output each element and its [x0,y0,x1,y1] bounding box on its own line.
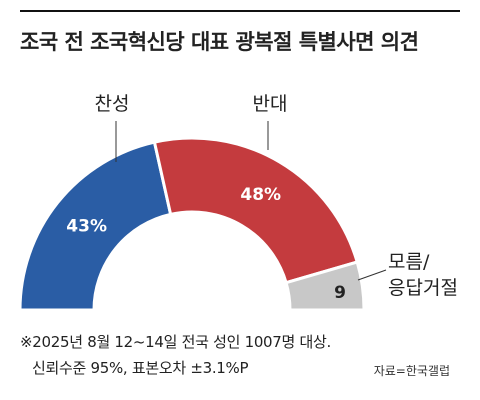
footnote-line-2: 신뢰수준 95%, 표본오차 ±3.1%P [32,359,249,377]
source-note: 자료=한국갤럽 [373,364,450,378]
category-label-against: 반대 [253,93,288,115]
segment-against [152,136,360,285]
value-label-undecided: 9 [334,283,346,303]
value-label-against: 48% [240,185,281,205]
leader-line-undecided [357,269,387,281]
category-label-for: 찬성 [95,93,130,115]
category-label-undecided: 모름/응답거절 [388,251,458,299]
segment-for [18,140,173,312]
chart-title: 조국 전 조국혁신당 대표 광복절 특별사면 의견 [20,30,419,54]
top-rule [20,10,460,12]
segment-undecided [284,260,366,312]
value-label-for: 43% [66,217,107,237]
footnote-line-1: ※2025년 8월 12~14일 전국 성인 1007명 대상. [20,333,331,351]
